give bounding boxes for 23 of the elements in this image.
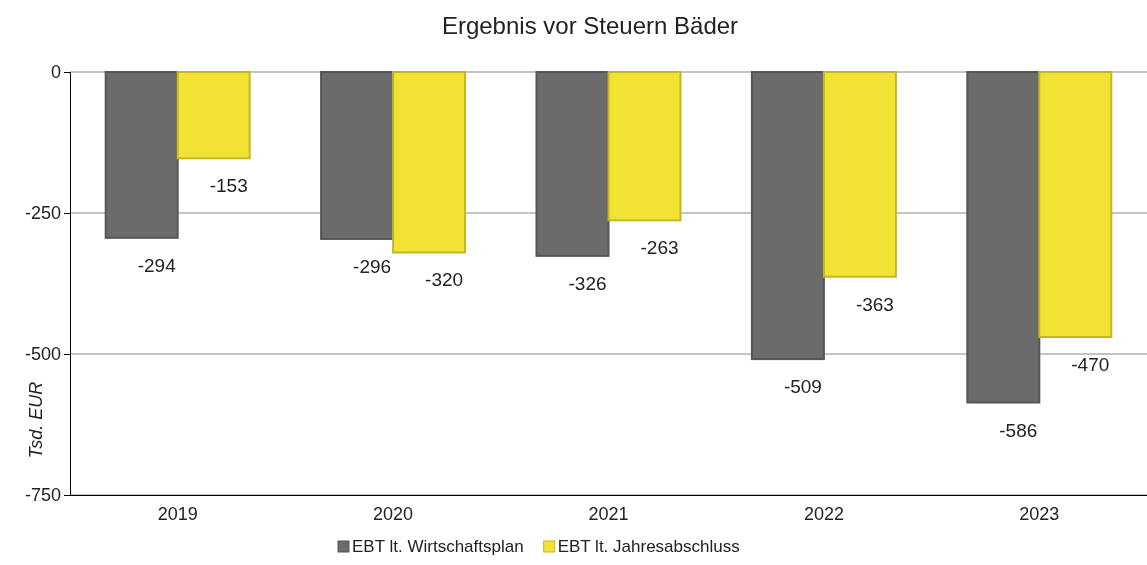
data-label: -326 bbox=[568, 272, 607, 294]
y-tick-label: 0 bbox=[50, 62, 61, 83]
y-tick-label: -500 bbox=[24, 344, 61, 365]
data-label: -470 bbox=[1071, 354, 1110, 376]
data-label: -586 bbox=[999, 419, 1038, 441]
x-tick-label: 2022 bbox=[803, 503, 844, 524]
data-label: -296 bbox=[353, 255, 392, 277]
legend-label: EBT lt. Wirtschaftsplan bbox=[352, 537, 524, 556]
y-axis-title: Tsd. EUR bbox=[26, 381, 46, 459]
legend-label: EBT lt. Jahresabschluss bbox=[557, 537, 740, 556]
x-tick-label: 2020 bbox=[373, 503, 414, 524]
y-tick-label: -250 bbox=[24, 203, 61, 224]
x-tick-label: 2019 bbox=[157, 503, 198, 524]
y-tick-label: -750 bbox=[24, 485, 61, 506]
data-label: -320 bbox=[425, 269, 464, 291]
data-label: -153 bbox=[209, 175, 248, 197]
data-label: -363 bbox=[855, 293, 894, 315]
data-label: -509 bbox=[783, 376, 822, 398]
x-tick-label: 2021 bbox=[588, 503, 629, 524]
chart-title: Ergebnis vor Steuern Bäder bbox=[441, 12, 739, 39]
data-label: -294 bbox=[137, 254, 177, 276]
data-label: -263 bbox=[640, 237, 679, 259]
x-tick-label: 2023 bbox=[1019, 503, 1060, 524]
